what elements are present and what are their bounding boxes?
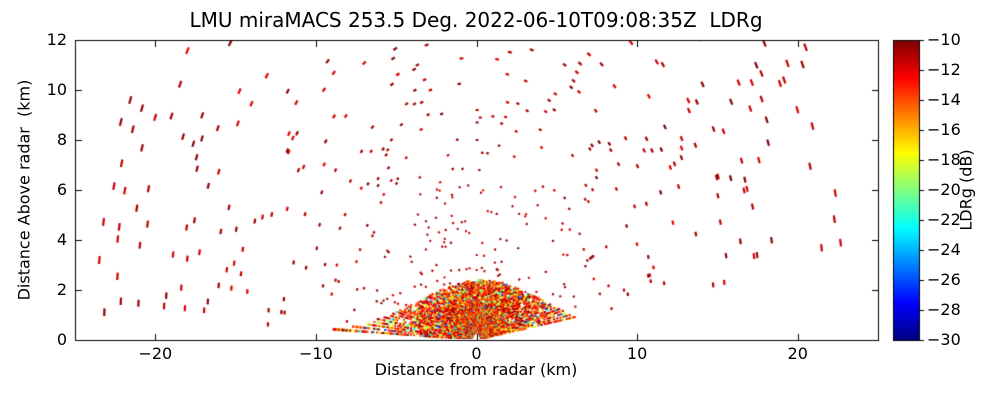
colorbar-tick-label: −14 xyxy=(927,90,961,109)
x-axis-label: Distance from radar (km) xyxy=(374,360,578,379)
x-tick-label: 20 xyxy=(787,344,808,363)
y-tick-label: 12 xyxy=(46,30,67,49)
y-tick-label: 6 xyxy=(56,180,67,199)
y-tick-label: 2 xyxy=(56,280,67,299)
x-tick-label: 0 xyxy=(471,344,482,363)
x-tick-label: −10 xyxy=(299,344,333,363)
y-tick-label: 8 xyxy=(56,130,67,149)
colorbar-tick-label: −26 xyxy=(927,270,961,289)
plot-title: LMU miraMACS 253.5 Deg. 2022-06-10T09:08… xyxy=(189,8,763,32)
colorbar-tick-label: −28 xyxy=(927,300,961,319)
y-tick-label: 4 xyxy=(56,230,67,249)
x-tick-label: −20 xyxy=(138,344,173,363)
colorbar-tick-label: −10 xyxy=(927,30,961,49)
colorbar-tick-label: −24 xyxy=(927,240,961,259)
colorbar-tick-label: −22 xyxy=(927,210,961,229)
colorbar-tick-label: −30 xyxy=(927,330,961,349)
x-tick-label: 10 xyxy=(626,344,648,363)
colorbar-tick-label: −16 xyxy=(927,120,961,139)
colorbar-tick-label: −12 xyxy=(927,60,961,79)
colorbar-tick-label: −20 xyxy=(927,180,961,199)
colorbar-tick-label: −18 xyxy=(927,150,961,169)
y-tick-label: 0 xyxy=(56,330,67,349)
y-tick-label: 10 xyxy=(46,80,67,99)
